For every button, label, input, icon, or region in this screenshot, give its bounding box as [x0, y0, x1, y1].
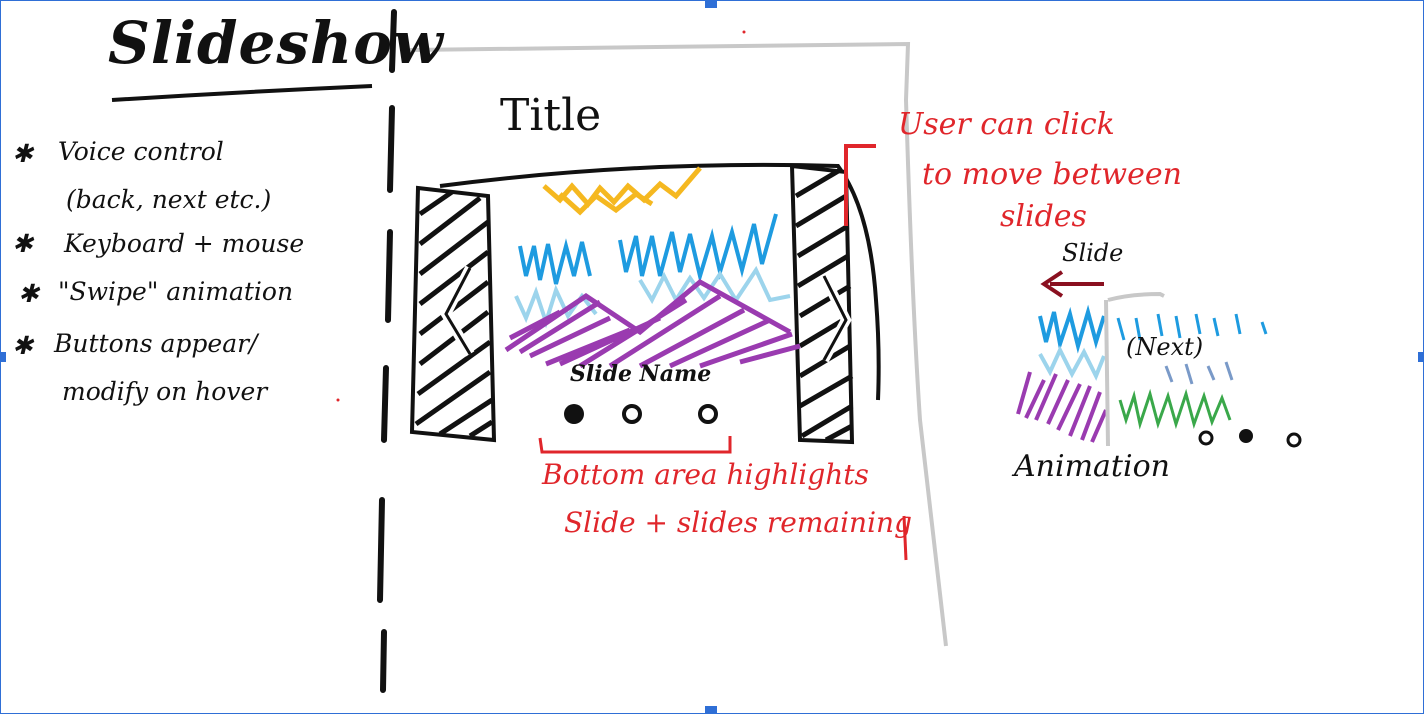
dot — [622, 404, 642, 424]
slideshow-frame — [409, 41, 948, 647]
click-note-line: User can click — [898, 107, 1115, 142]
slide-dots — [564, 404, 718, 424]
feature-bullet: ✱ — [12, 139, 33, 168]
next-button-graphic — [789, 163, 855, 445]
animation-caption: Animation — [1014, 449, 1170, 484]
slide-sun — [542, 166, 702, 216]
feature-bullet: ✱ — [18, 279, 39, 308]
slide-title: Title — [500, 90, 602, 141]
direction-label: Slide — [1062, 239, 1124, 267]
click-bracket — [844, 144, 876, 226]
slide-name: Slide Name — [570, 361, 712, 387]
resize-handle-right[interactable] — [1418, 352, 1424, 362]
dot — [1198, 430, 1214, 446]
feature-text: (back, next etc.) — [66, 185, 272, 214]
click-note-line: slides — [1000, 199, 1087, 234]
animation-dots — [1198, 429, 1302, 448]
bottom-note-line: Slide + slides remaining — [564, 506, 912, 539]
page-heading: Slideshow — [108, 9, 444, 77]
bottom-bracket — [538, 436, 732, 454]
dot-active — [1239, 429, 1253, 443]
resize-handle-top[interactable] — [705, 0, 717, 8]
feature-text: Buttons appear/ — [54, 329, 258, 358]
slide-mountains — [504, 278, 801, 369]
slide-sky — [518, 213, 778, 285]
incoming-slide-frame — [1104, 291, 1165, 447]
feature-bullet: ✱ — [12, 229, 33, 258]
next-slide-label: (Next) — [1126, 333, 1204, 361]
feature-text: Keyboard + mouse — [64, 229, 305, 258]
feature-text: Voice control — [58, 137, 224, 166]
slide-direction-arrow — [1040, 270, 1104, 298]
resize-handle-left[interactable] — [0, 352, 6, 362]
prev-button-graphic — [409, 185, 497, 443]
heading-underline — [111, 84, 373, 102]
incoming-slide — [1116, 313, 1268, 430]
feature-text: modify on hover — [62, 377, 268, 406]
dot — [1286, 432, 1302, 448]
bottom-note-line: Bottom area highlights — [542, 458, 869, 491]
dot-active — [564, 404, 584, 424]
feature-bullet: ✱ — [12, 331, 33, 360]
dot — [698, 404, 718, 424]
resize-handle-bottom[interactable] — [705, 706, 717, 714]
feature-text: "Swipe" animation — [58, 277, 294, 306]
section-divider — [377, 9, 397, 693]
outgoing-slide — [1016, 304, 1108, 443]
click-note-line: to move between — [922, 157, 1182, 192]
